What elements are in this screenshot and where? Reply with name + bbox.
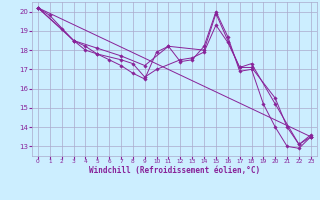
X-axis label: Windchill (Refroidissement éolien,°C): Windchill (Refroidissement éolien,°C) — [89, 166, 260, 175]
